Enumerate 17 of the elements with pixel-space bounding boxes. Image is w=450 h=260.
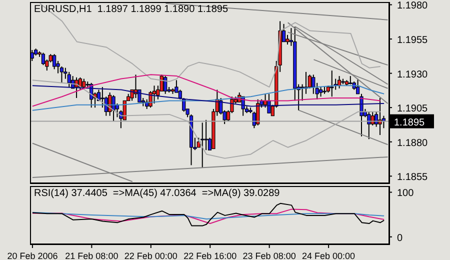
x-tick-label: 22 Feb 16:00 xyxy=(184,251,237,260)
x-tick-label: 23 Feb 08:00 xyxy=(242,251,296,260)
y-tick-label: 1.1880 xyxy=(397,138,428,149)
y-tick-label: 1.1955 xyxy=(397,35,428,46)
x-tick-label: 22 Feb 00:00 xyxy=(124,251,178,260)
x-tick-label: 21 Feb 08:00 xyxy=(65,251,118,260)
y-tick-label: 1.1855 xyxy=(397,172,428,184)
ref-line-label: 1.1895 xyxy=(394,117,426,128)
y-tick-label: 100 xyxy=(397,188,414,200)
y-tick-label: 1.1930 xyxy=(397,69,428,80)
chart-title: RSI(14) 37.4405 =>MA(45) 47.0364 =>MA(9) 39.0289 xyxy=(34,188,280,199)
y-tick-label: 0 xyxy=(397,232,403,244)
y-tick-label: 1.1980 xyxy=(397,0,428,12)
x-tick-label: 20 Feb 2006 xyxy=(7,251,58,260)
y-tick-label: 1.1905 xyxy=(397,104,428,115)
chart-title: EURUSD,H1 1.1897 1.1899 1.1890 1.1895 xyxy=(34,4,228,15)
x-tick-label: 24 Feb 00:00 xyxy=(302,251,356,260)
